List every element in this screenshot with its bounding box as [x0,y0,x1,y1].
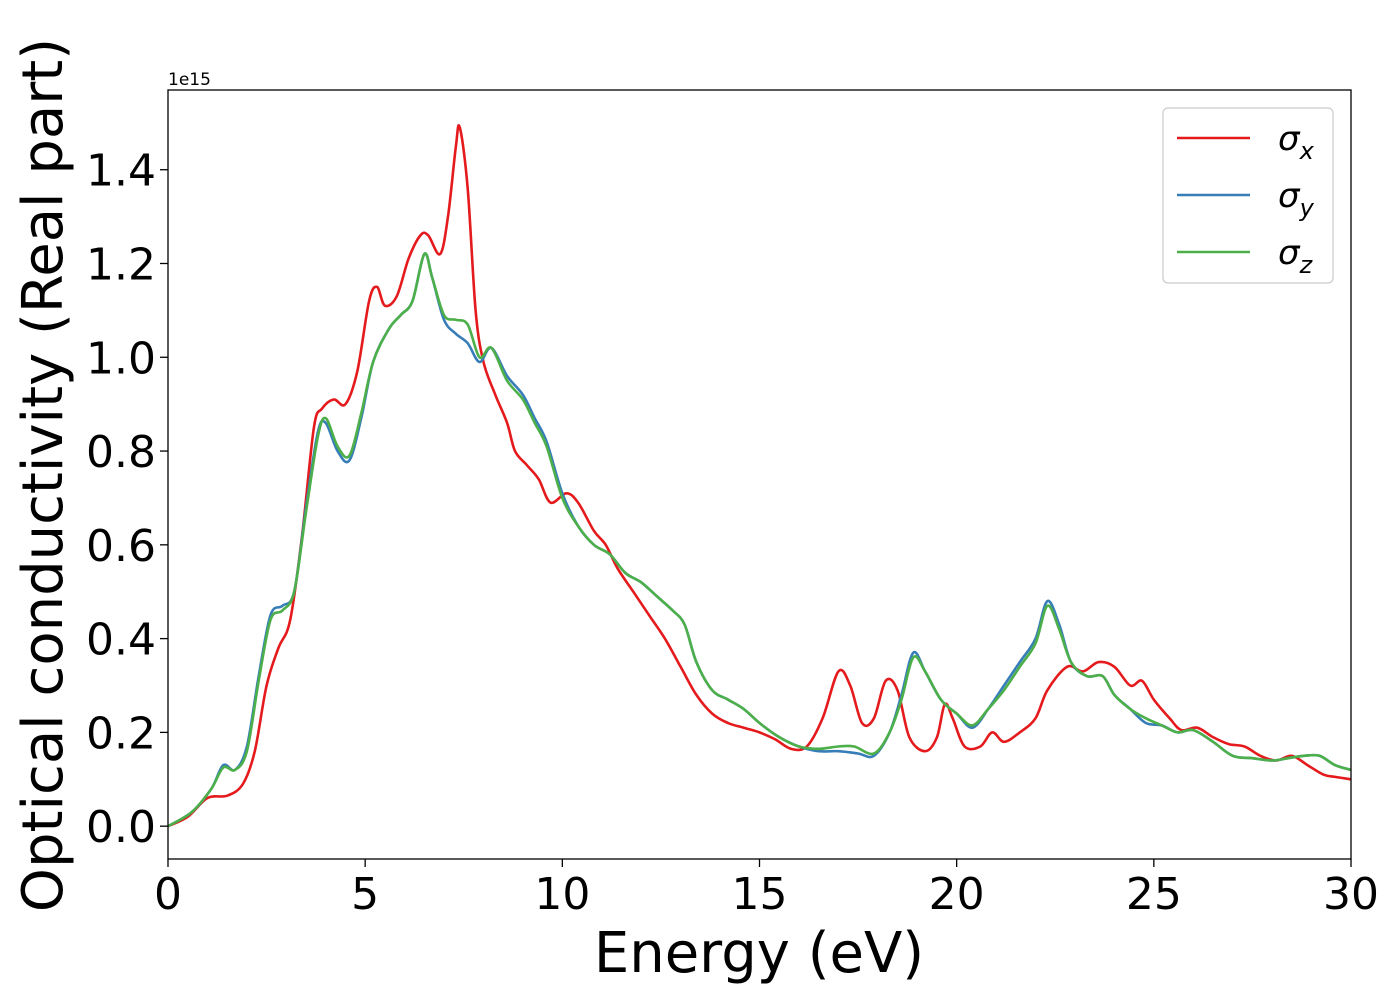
legend-label-subscript: y [1299,194,1315,222]
x-tick-label: 15 [732,869,788,920]
y-tick-label: 0.0 [86,802,156,853]
y-tick-label: 0.4 [86,615,156,666]
x-axis: 0 5 10 15 20 25 30 [154,859,1379,920]
x-axis-title: Energy (eV) [594,921,924,986]
y-axis-title: Optical conductivity (Real part) [11,38,76,912]
x-tick-label: 10 [534,869,590,920]
y-axis: 0.0 0.2 0.4 0.6 0.8 1.0 1.2 1.4 [86,146,168,853]
y-tick-label: 1.4 [86,146,156,197]
x-tick-label: 0 [154,869,182,920]
y-tick-label: 0.2 [86,708,156,759]
x-tick-label: 30 [1323,869,1379,920]
legend-label-subscript: z [1299,251,1314,279]
y-tick-label: 1.0 [86,333,156,384]
y-offset-label: 1e15 [168,70,211,90]
x-tick-label: 25 [1126,869,1182,920]
y-tick-label: 1.2 [86,239,156,290]
y-tick-label: 0.8 [86,427,156,478]
x-tick-label: 5 [351,869,379,920]
series-line-sigma-z [167,252,1352,828]
legend-label-subscript: x [1299,137,1315,165]
legend-entry-sigma-x: σx [1177,119,1315,165]
series-layer [167,124,1352,828]
x-tick-label: 20 [929,869,985,920]
series-line-sigma-x [167,124,1352,828]
y-tick-label: 0.6 [86,521,156,572]
